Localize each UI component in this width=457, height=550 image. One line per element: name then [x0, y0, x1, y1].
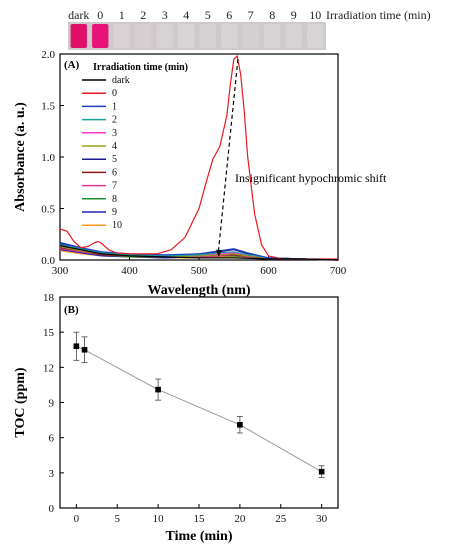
ytick-label-b-0: 0	[49, 503, 55, 515]
vial-label-8: 8	[269, 8, 275, 22]
panel-a-series	[59, 54, 339, 261]
spectrum-line-dark	[59, 245, 339, 261]
legend-entry-3: 3	[112, 128, 117, 139]
panel-b-ylabel: TOC (ppm)	[13, 367, 28, 437]
vial-6	[221, 24, 238, 48]
xtick-label-b-15: 15	[194, 513, 206, 525]
legend-entry-2: 2	[112, 115, 117, 126]
ytick-label-b-18: 18	[43, 292, 55, 304]
vial-label-1: 1	[119, 8, 125, 22]
panel-b-xlabel: Time (min)	[165, 529, 232, 544]
legend-entry-1: 1	[112, 101, 117, 112]
toc-point	[81, 346, 88, 353]
ytick-label-a-0-0: 0.0	[41, 255, 55, 267]
xtick-label-a-500: 500	[191, 265, 208, 277]
vial-8	[264, 24, 281, 48]
annotation-text: Insignificant hypochromic shift	[235, 171, 387, 185]
panel-a-ylabel: Absorbance (a. u.)	[13, 102, 28, 212]
toc-point	[73, 343, 80, 350]
vial-photo-strip: dark 0 1 2 3 4 5 6 7 8 9 10	[68, 8, 326, 50]
annotation-arrow	[217, 59, 239, 251]
legend-entry-4: 4	[112, 141, 117, 152]
annotation-arrowhead	[216, 249, 223, 257]
strip-title: Irradiation time (min)	[326, 8, 431, 22]
xtick-label-b-0: 0	[74, 513, 80, 525]
vial-label-4: 4	[183, 8, 189, 22]
vial-label-10: 10	[309, 8, 321, 22]
ytick-label-b-15: 15	[43, 327, 55, 339]
xtick-label-a-300: 300	[52, 265, 69, 277]
panel-a-legend: Irradiation time (min) dark 0 1 2 3 4 5 6 7 8 9 10	[82, 62, 188, 231]
xtick-label-b-25: 25	[275, 513, 287, 525]
toc-point	[237, 421, 243, 428]
vial-dark	[70, 24, 87, 48]
vial-5	[199, 24, 216, 48]
panel-b-frame	[59, 296, 339, 509]
vial-9	[285, 24, 302, 48]
strip-background	[68, 22, 326, 50]
legend-entry-6: 6	[112, 167, 117, 178]
vial-label-2: 2	[140, 8, 146, 22]
toc-line	[76, 345, 322, 473]
vial-label-9: 9	[291, 8, 297, 22]
panel-b-ticks: 0 5 10 15 20 25 30 0 3 6 9 12 15 18	[43, 292, 328, 525]
legend-entry-5: 5	[112, 154, 117, 165]
vial-label-dark: dark	[68, 8, 89, 22]
legend-entry-7: 7	[112, 181, 117, 192]
ytick-label-a-1-5: 1.5	[41, 101, 55, 113]
ytick-label-b-12: 12	[43, 362, 54, 374]
xtick-label-a-400: 400	[121, 265, 138, 277]
spectrum-line-1	[59, 241, 339, 261]
xtick-label-b-5: 5	[114, 513, 120, 525]
panel-a-frame	[59, 53, 339, 261]
toc-point	[318, 468, 325, 475]
vial-4	[178, 24, 195, 48]
vial-1	[113, 24, 130, 48]
xtick-label-b-10: 10	[153, 513, 165, 525]
spectrum-line-0	[59, 54, 338, 260]
vial-label-0: 0	[97, 8, 103, 22]
vial-0	[92, 24, 109, 48]
legend-entry-0: 0	[112, 88, 117, 99]
vial-3	[156, 24, 173, 48]
ytick-label-a-1-0: 1.0	[41, 152, 55, 164]
toc-point	[155, 386, 161, 393]
vial-label-6: 6	[226, 8, 232, 22]
ytick-label-b-6: 6	[49, 433, 55, 445]
vial-label-7: 7	[248, 8, 254, 22]
legend-entry-9: 9	[112, 207, 117, 218]
ytick-label-a-0-5: 0.5	[41, 204, 55, 216]
legend-entry-dark: dark	[112, 75, 130, 86]
panel-a-xlabel: Wavelength (nm)	[147, 283, 250, 298]
panel-b-series	[73, 331, 325, 478]
xtick-label-b-30: 30	[316, 513, 328, 525]
vial-2	[135, 24, 152, 48]
vial-10	[307, 24, 324, 48]
ytick-label-a-2-0: 2.0	[41, 49, 55, 61]
xtick-label-a-700: 700	[330, 265, 347, 277]
panel-b-label: (B)	[64, 304, 79, 316]
legend-title: Irradiation time (min)	[93, 62, 188, 73]
vial-label-3: 3	[162, 8, 168, 22]
xtick-label-b-20: 20	[234, 513, 246, 525]
xtick-label-a-600: 600	[260, 265, 277, 277]
legend-entry-8: 8	[112, 194, 117, 205]
panel-b-toc: 0 5 10 15 20 25 30 0 3 6 9 12 15 18 (B) Time (min) TO…	[13, 292, 339, 544]
ytick-label-b-9: 9	[49, 398, 55, 410]
panel-a-label: (A)	[64, 59, 80, 71]
legend-entry-10: 10	[112, 220, 122, 231]
panel-a-spectra: 300 400 500 600 700 0.0 0.5 1.0 1.5 2.0 Irradiati…	[13, 49, 387, 298]
vial-7	[242, 24, 259, 48]
vial-label-5: 5	[205, 8, 211, 22]
ytick-label-b-3: 3	[49, 468, 55, 480]
panel-a-ticks: 300 400 500 600 700 0.0 0.5 1.0 1.5 2.0	[41, 49, 347, 277]
